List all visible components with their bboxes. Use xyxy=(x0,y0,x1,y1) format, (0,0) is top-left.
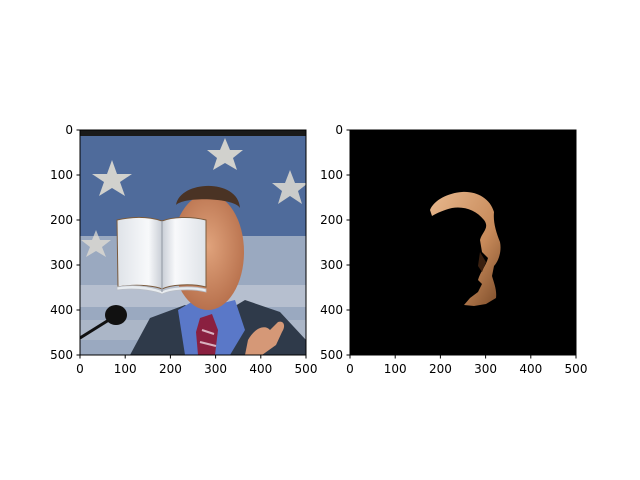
right-panel-ytick-label: 200 xyxy=(320,213,343,227)
right-panel-xtick-label: 500 xyxy=(565,362,588,376)
right-panel-ytick-label: 100 xyxy=(320,168,343,182)
right-panel-ytick-label: 400 xyxy=(320,303,343,317)
left-panel-xtick-label: 0 xyxy=(76,362,84,376)
left-panel-ytick-label: 500 xyxy=(50,348,73,362)
left-panel-xtick-label: 500 xyxy=(295,362,318,376)
left-image xyxy=(80,130,306,355)
left-panel-xtick-label: 300 xyxy=(204,362,227,376)
left-panel-ytick-label: 300 xyxy=(50,258,73,272)
right-panel-xtick-label: 100 xyxy=(384,362,407,376)
left-panel-ytick-label: 400 xyxy=(50,303,73,317)
right-panel-xtick-label: 300 xyxy=(474,362,497,376)
right-panel-ytick-label: 0 xyxy=(335,123,343,137)
left-panel-ytick-label: 100 xyxy=(50,168,73,182)
right-panel-xtick-label: 400 xyxy=(519,362,542,376)
left-panel-ytick-label: 200 xyxy=(50,213,73,227)
left-panel-ytick-label: 0 xyxy=(65,123,73,137)
right-panel-ytick-label: 500 xyxy=(320,348,343,362)
right-panel-ytick-label: 300 xyxy=(320,258,343,272)
left-axes-frame xyxy=(79,129,307,356)
left-panel-xtick-label: 100 xyxy=(114,362,137,376)
left-panel-xtick-label: 200 xyxy=(159,362,182,376)
right-panel-xtick-label: 200 xyxy=(429,362,452,376)
book-overlay xyxy=(116,217,207,295)
right-image xyxy=(350,130,576,355)
right-panel-xtick-label: 0 xyxy=(346,362,354,376)
face-segment xyxy=(430,191,501,306)
right-axes-frame xyxy=(349,129,577,356)
left-panel-xtick-label: 400 xyxy=(249,362,272,376)
